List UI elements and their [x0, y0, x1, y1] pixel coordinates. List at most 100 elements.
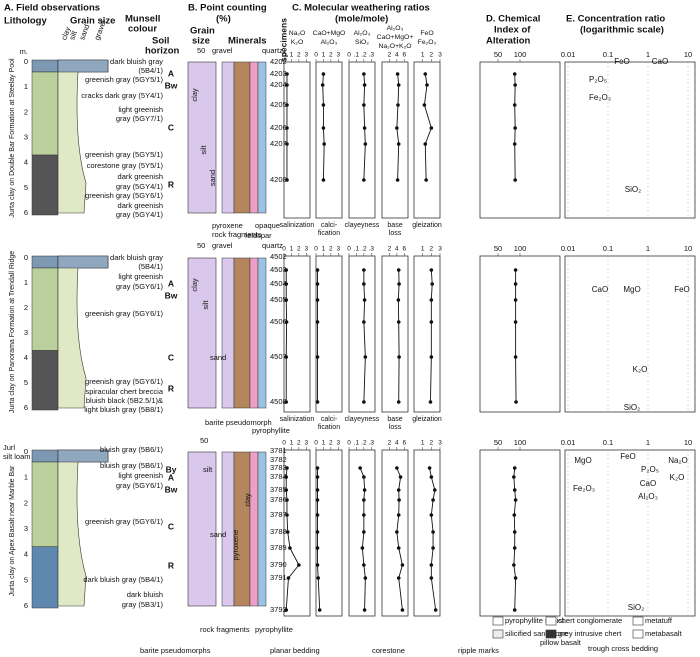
ratio-frame	[413, 449, 441, 617]
ratio-point	[315, 466, 320, 470]
ratio-tick-label: .3	[369, 246, 375, 253]
ratio-point	[427, 466, 432, 470]
grain-size-head: Grain size	[70, 16, 115, 27]
ratio-frame	[381, 449, 409, 617]
e-tick-label: 1	[646, 244, 650, 253]
ratio-line	[396, 467, 403, 611]
ratio-point	[362, 282, 366, 286]
ratio-tick-label: 1	[290, 246, 294, 253]
ratio-point	[285, 126, 289, 130]
ratio-tick-label: 4	[395, 52, 399, 59]
cia-point	[512, 513, 517, 517]
munsell-head: Munsell	[125, 14, 160, 25]
ratio-point	[285, 498, 289, 502]
ratio-point	[321, 178, 326, 182]
ratio-line	[363, 270, 366, 403]
ratio-point	[429, 475, 434, 479]
e-tick-label: 10	[684, 244, 692, 253]
ratio-tick-label: 0	[347, 52, 351, 59]
ratio-tick-label: 0	[314, 246, 318, 253]
horizon-label: C	[168, 352, 174, 362]
ratio-point	[396, 142, 401, 146]
ratio-point	[284, 488, 289, 492]
ratio-point	[284, 282, 289, 286]
ratio-axis-label: SiO₂	[355, 39, 369, 46]
ratio-point	[429, 576, 434, 580]
ratio-point	[315, 355, 320, 359]
ratio-frame	[348, 449, 376, 617]
depth-label: 2	[24, 303, 28, 312]
ratio-point	[316, 576, 321, 580]
ratio-point	[315, 475, 320, 479]
legend-label: grey intrusive chert	[558, 629, 622, 638]
ratio-point	[398, 475, 403, 479]
b-grain-col	[187, 257, 217, 409]
horizon-head: horizon	[145, 46, 179, 57]
specimen-label: 4206	[270, 123, 287, 132]
ratio-point	[429, 355, 434, 359]
b-label: 50	[197, 241, 205, 250]
process-label: salinization	[280, 222, 315, 229]
legend-label: metatuff	[645, 616, 673, 625]
depth-label: 5	[24, 183, 28, 192]
b-mineral-feld	[249, 257, 259, 409]
process-label: calci-	[321, 222, 338, 229]
cia-point	[512, 72, 517, 76]
specimen-label: 3788	[270, 527, 287, 536]
ratio-tick-label: 0	[314, 52, 318, 59]
cia-point	[513, 298, 518, 302]
depth-label: 3	[24, 328, 28, 337]
ratio-line	[430, 269, 433, 403]
ratio-point	[315, 530, 320, 534]
ratio-point	[396, 576, 401, 580]
ratio-point	[425, 83, 429, 87]
horizon-label: R	[168, 383, 174, 393]
ratio-point	[362, 320, 366, 324]
e-frame	[564, 255, 696, 413]
specimen-label: 3784	[270, 472, 287, 481]
munsell-label: bluish gray (5B6/1)	[100, 461, 163, 470]
ratio-point	[362, 268, 366, 272]
ratio-tick-label: 1	[290, 52, 294, 59]
ratio-tick-label: 4	[395, 246, 399, 253]
ratio-point	[397, 498, 401, 502]
ratio-frame	[381, 255, 409, 413]
depth-label: 1	[24, 278, 28, 287]
ratio-point	[285, 178, 289, 182]
ratio-point	[284, 475, 289, 479]
ratio-point	[431, 530, 435, 534]
specimen-label: 3792	[270, 605, 287, 614]
b-minerals-head: Minerals	[228, 36, 267, 47]
specimen-label: 3789	[270, 543, 287, 552]
e-tick-label: 0.1	[603, 50, 613, 59]
ratio-point	[429, 320, 434, 324]
lithology-mid	[31, 461, 59, 547]
horizon-label: R	[168, 179, 174, 189]
ratio-line	[317, 468, 321, 611]
panel-d-title: Index of	[494, 25, 531, 36]
process-label: fication	[318, 230, 340, 237]
ratio-tick-label: 2	[388, 440, 392, 447]
oxide-label: FeO	[620, 452, 636, 461]
ratio-frame	[413, 255, 441, 413]
munsell-label: greenish gray (5GY5/1)	[85, 150, 163, 159]
ratio-point	[395, 178, 400, 182]
munsell-label: light greenish	[118, 272, 163, 281]
depth-label: 2	[24, 498, 28, 507]
b-grain-col	[187, 451, 217, 607]
b-label: sand	[208, 170, 217, 186]
soil-name: silt loam	[3, 452, 31, 461]
cia-point	[513, 83, 517, 87]
oxide-label: CaO	[592, 285, 608, 294]
legend-label: trough cross bedding	[588, 644, 658, 653]
ratio-axis-label: Na₂O	[289, 30, 306, 37]
b-label: 50	[197, 46, 205, 55]
ratio-point	[395, 72, 400, 76]
ratio-tick-label: 0	[347, 246, 351, 253]
ratio-tick-label: 1	[421, 246, 425, 253]
grain-class-head: silt	[67, 29, 79, 42]
ratio-tick-label: 0	[282, 52, 286, 59]
ratio-point	[362, 103, 366, 107]
e-tick-label: 1	[646, 438, 650, 447]
